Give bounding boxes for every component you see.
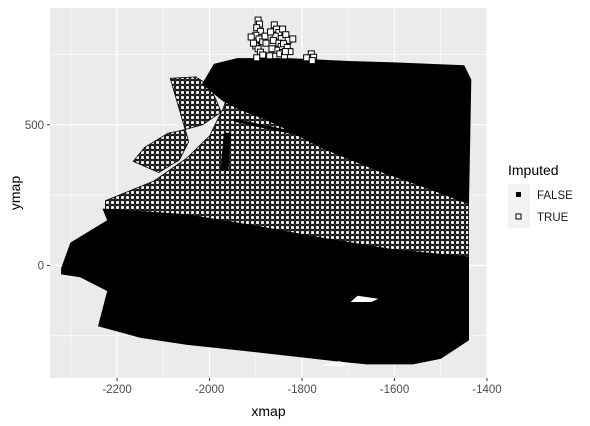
true-point [259, 51, 267, 59]
legend-label-true: TRUE [537, 212, 569, 224]
true-point [281, 48, 289, 56]
false-region-diagonal-strip [234, 118, 442, 162]
true-point [262, 39, 270, 47]
true-point [266, 52, 274, 60]
true-point [253, 24, 261, 32]
x-axis: -2200 -2000 -1800 -1600 -1400 [102, 378, 502, 396]
legend-key-false-marker [516, 192, 521, 197]
true-point [280, 40, 288, 48]
x-axis-title: xmap [251, 403, 285, 419]
true-point [289, 35, 297, 43]
false-region-hole-inner-notch [350, 295, 379, 302]
legend-label-false: FALSE [537, 190, 573, 202]
true-point [256, 27, 264, 35]
true-point [282, 31, 290, 39]
false-region-hole-lower-notch [320, 361, 349, 367]
y-axis: 0 500 [25, 120, 50, 272]
true-point [267, 28, 275, 36]
true-point [249, 39, 257, 47]
x-tick-label: -1400 [472, 384, 501, 396]
x-tick-label: -2200 [102, 384, 131, 396]
x-tick-label: -2000 [195, 384, 224, 396]
y-tick-label: 0 [38, 260, 44, 272]
x-tick-label: -1600 [380, 384, 409, 396]
legend-title: Imputed [508, 162, 559, 178]
true-point [279, 25, 287, 33]
true-point [308, 57, 316, 65]
true-point [268, 45, 276, 53]
false-region-vertical-streak [220, 132, 231, 171]
x-tick-label: -1800 [287, 384, 316, 396]
y-axis-title: ymap [7, 176, 23, 210]
legend: Imputed FALSE TRUE [508, 162, 573, 228]
true-point [247, 33, 255, 41]
true-point [253, 54, 261, 62]
legend-key-true-marker [515, 213, 522, 220]
y-tick-label: 500 [25, 120, 44, 132]
false-region-lower-band [61, 208, 469, 365]
data-layer [61, 16, 472, 367]
true-point [261, 32, 269, 40]
